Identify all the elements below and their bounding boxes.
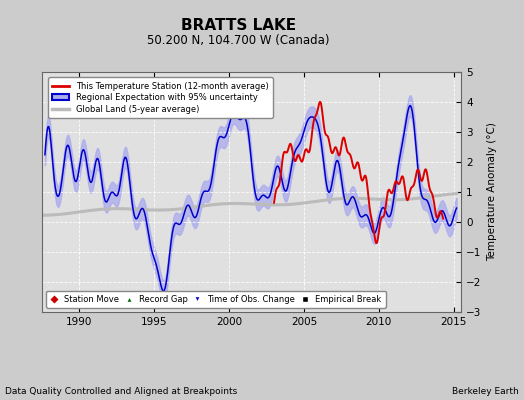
Y-axis label: Temperature Anomaly (°C): Temperature Anomaly (°C)	[487, 122, 497, 262]
Legend: Station Move, Record Gap, Time of Obs. Change, Empirical Break: Station Move, Record Gap, Time of Obs. C…	[46, 290, 386, 308]
Text: Data Quality Controlled and Aligned at Breakpoints: Data Quality Controlled and Aligned at B…	[5, 387, 237, 396]
Text: Berkeley Earth: Berkeley Earth	[452, 387, 519, 396]
Text: 50.200 N, 104.700 W (Canada): 50.200 N, 104.700 W (Canada)	[147, 34, 330, 47]
Text: BRATTS LAKE: BRATTS LAKE	[181, 18, 296, 33]
